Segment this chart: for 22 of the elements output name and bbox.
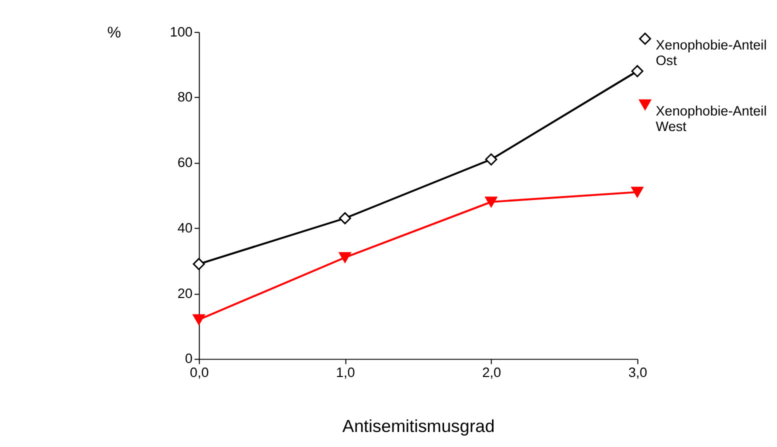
y-tick-label: 80 [177,90,193,105]
point [338,212,352,224]
point [192,314,205,325]
point [192,258,205,270]
y-tick-label: 60 [177,155,193,170]
legend-label: Xenophobie-Anteil West [656,103,767,134]
y-axis-title: % [107,24,122,42]
x-tick-label: 0,0 [190,364,210,380]
legend-label: Xenophobie-Anteil Ost [656,37,767,68]
x-tick-label: 3,0 [628,364,648,380]
point [485,196,498,208]
point [338,252,352,263]
point [631,65,644,78]
y-tick-label: 100 [170,24,193,40]
x-tick-label: 1,0 [336,364,356,380]
x-axis-title: Antisemitismusgrad [342,416,495,436]
x-tick-label: 2,0 [482,364,502,380]
point [485,153,498,166]
y-tick-label: 0 [184,351,193,366]
y-tick-label: 20 [177,286,193,301]
y-tick-label: 40 [177,220,193,236]
point [631,186,644,198]
